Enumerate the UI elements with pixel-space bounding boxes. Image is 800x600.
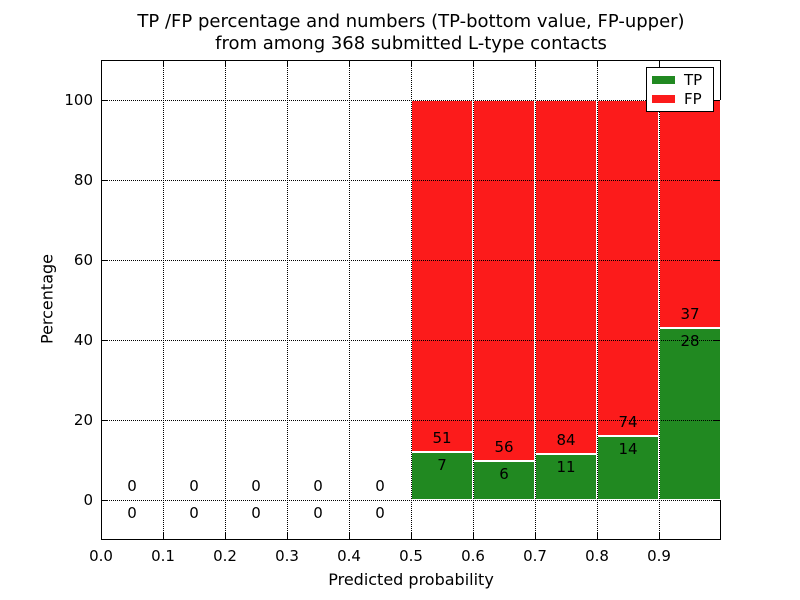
x-tick-mark-top — [411, 61, 412, 67]
v-gridline — [473, 61, 474, 539]
fp-count-label: 0 — [127, 477, 137, 495]
x-axis-label: Predicted probability — [328, 570, 494, 589]
fp-count-label: 74 — [618, 413, 638, 432]
x-tick-label: 0.0 — [89, 547, 113, 565]
tp-count-label: 0 — [375, 504, 385, 522]
y-tick-mark — [102, 500, 108, 501]
legend: TP FP — [646, 67, 714, 112]
x-tick-mark-top — [597, 61, 598, 67]
legend-tp-label: TP — [684, 71, 703, 89]
fp-count-label: 84 — [556, 430, 576, 449]
x-tick-label: 0.1 — [151, 547, 175, 565]
legend-fp-label: FP — [684, 90, 702, 108]
bar-tp-segment — [659, 327, 721, 500]
x-tick-mark — [101, 533, 102, 539]
x-tick-mark-top — [535, 61, 536, 67]
x-tick-mark-top — [225, 61, 226, 67]
chart-title: TP /FP percentage and numbers (TP-bottom… — [101, 11, 721, 55]
x-tick-mark — [411, 533, 412, 539]
y-tick-label: 60 — [73, 251, 93, 269]
v-gridline — [349, 61, 350, 539]
v-gridline — [535, 61, 536, 539]
fp-count-label: 56 — [494, 438, 514, 457]
y-tick-mark — [102, 100, 108, 101]
x-tick-label: 0.3 — [275, 547, 299, 565]
bar-fp-segment — [473, 100, 535, 462]
x-tick-label: 0.4 — [337, 547, 361, 565]
legend-item-tp: TP — [652, 72, 708, 88]
v-gridline — [411, 61, 412, 539]
x-tick-label: 0.8 — [585, 547, 609, 565]
tp-count-label: 6 — [499, 465, 509, 484]
v-gridline — [597, 61, 598, 539]
tp-count-label: 0 — [127, 504, 137, 522]
x-tick-label: 0.6 — [461, 547, 485, 565]
x-tick-mark — [473, 533, 474, 539]
tp-count-label: 28 — [680, 331, 700, 350]
fp-count-label: 0 — [313, 477, 323, 495]
x-tick-mark-top — [659, 61, 660, 67]
x-tick-label: 0.9 — [647, 547, 671, 565]
x-tick-mark — [225, 533, 226, 539]
x-tick-mark-top — [287, 61, 288, 67]
v-gridline — [225, 61, 226, 539]
y-tick-mark — [102, 420, 108, 421]
tp-count-label: 0 — [251, 504, 261, 522]
y-tick-mark — [102, 180, 108, 181]
bar-fp-segment — [411, 100, 473, 452]
bar-fp-segment — [659, 100, 721, 328]
x-tick-mark-top — [349, 61, 350, 67]
x-tick-mark-top — [163, 61, 164, 67]
x-tick-mark — [163, 533, 164, 539]
fp-count-label: 0 — [251, 477, 261, 495]
fp-count-label: 0 — [375, 477, 385, 495]
fp-count-label: 0 — [189, 477, 199, 495]
y-tick-label: 40 — [73, 331, 93, 349]
x-tick-mark-top — [101, 61, 102, 67]
x-tick-mark-top — [473, 61, 474, 67]
tp-count-label: 7 — [437, 455, 447, 474]
x-tick-label: 0.2 — [213, 547, 237, 565]
chart-title-line2: from among 368 submitted L-type contacts — [215, 33, 607, 54]
bar-tp-segment — [411, 451, 473, 500]
v-gridline — [287, 61, 288, 539]
y-tick-mark-right — [714, 340, 720, 341]
x-tick-label: 0.7 — [523, 547, 547, 565]
tp-count-label: 0 — [313, 504, 323, 522]
x-tick-mark — [659, 533, 660, 539]
y-tick-mark-right — [714, 500, 720, 501]
fp-count-label: 37 — [680, 304, 700, 323]
tp-count-label: 14 — [618, 440, 638, 459]
y-tick-label: 100 — [64, 91, 93, 109]
legend-item-fp: FP — [652, 91, 708, 107]
y-tick-mark-right — [714, 100, 720, 101]
tp-count-label: 0 — [189, 504, 199, 522]
y-tick-label: 80 — [73, 171, 93, 189]
y-tick-label: 0 — [83, 491, 93, 509]
y-tick-mark — [102, 260, 108, 261]
v-gridline — [659, 61, 660, 539]
x-tick-label: 0.5 — [399, 547, 423, 565]
bar-tp-segment — [473, 461, 535, 500]
x-tick-mark — [597, 533, 598, 539]
chart-title-line1: TP /FP percentage and numbers (TP-bottom… — [137, 11, 685, 32]
bar-fp-segment — [535, 100, 597, 454]
bar-tp-segment — [535, 453, 597, 500]
v-gridline — [163, 61, 164, 539]
bar-fp-segment — [597, 100, 659, 437]
x-tick-mark — [349, 533, 350, 539]
fp-count-label: 51 — [432, 428, 452, 447]
y-tick-mark-right — [714, 420, 720, 421]
y-tick-mark-right — [714, 180, 720, 181]
legend-fp-swatch-icon — [652, 95, 675, 103]
tp-count-label: 11 — [556, 457, 576, 476]
legend-tp-swatch-icon — [652, 76, 675, 84]
y-tick-label: 20 — [73, 411, 93, 429]
y-tick-mark-right — [714, 260, 720, 261]
x-tick-mark — [535, 533, 536, 539]
x-tick-mark — [287, 533, 288, 539]
y-tick-mark — [102, 340, 108, 341]
